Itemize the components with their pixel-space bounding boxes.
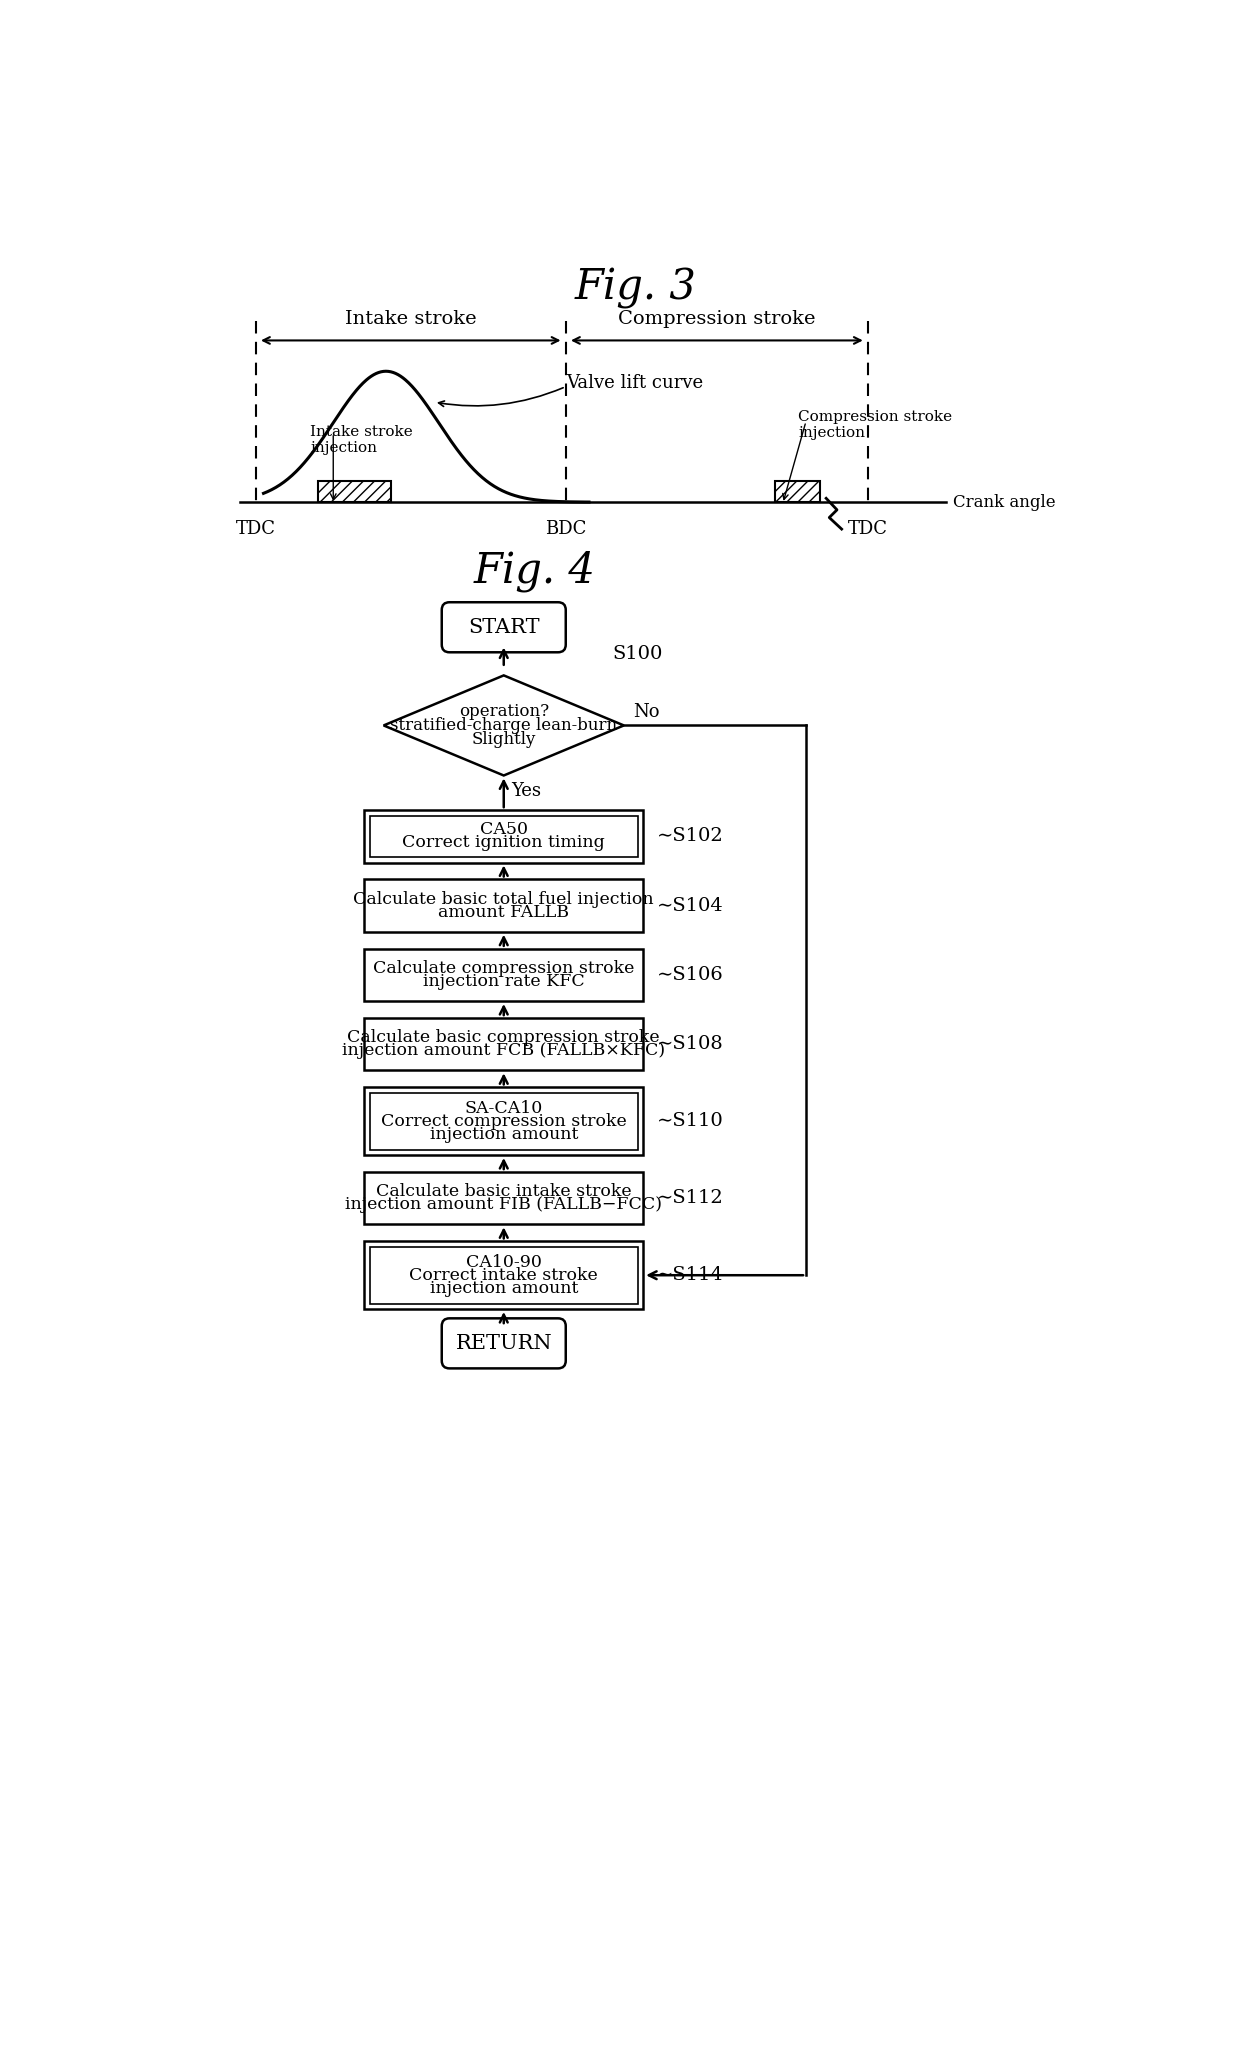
Text: No: No xyxy=(634,703,660,721)
FancyBboxPatch shape xyxy=(441,601,565,653)
Bar xyxy=(365,810,644,862)
Text: injection amount FCB (FALLB×KFC): injection amount FCB (FALLB×KFC) xyxy=(342,1042,666,1058)
Text: RETURN: RETURN xyxy=(455,1333,552,1354)
Text: injection amount: injection amount xyxy=(429,1127,578,1143)
Text: CA50: CA50 xyxy=(480,821,528,839)
Text: injection amount: injection amount xyxy=(429,1279,578,1296)
Bar xyxy=(365,949,644,1000)
Text: Compression stroke: Compression stroke xyxy=(618,310,816,329)
Bar xyxy=(365,1019,644,1071)
Bar xyxy=(365,1087,644,1155)
Text: Correct ignition timing: Correct ignition timing xyxy=(402,835,605,852)
Bar xyxy=(365,1172,644,1224)
Text: injection amount FIB (FALLB−FCC): injection amount FIB (FALLB−FCC) xyxy=(345,1197,662,1213)
Text: ∼S102: ∼S102 xyxy=(657,827,724,845)
Bar xyxy=(370,816,637,858)
Text: ∼S114: ∼S114 xyxy=(657,1267,724,1284)
Text: Calculate basic total fuel injection: Calculate basic total fuel injection xyxy=(353,891,653,907)
Text: Slightly: Slightly xyxy=(471,732,536,748)
Text: Valve lift curve: Valve lift curve xyxy=(565,374,703,393)
Text: Correct intake stroke: Correct intake stroke xyxy=(409,1267,598,1284)
Bar xyxy=(365,1242,644,1308)
Text: ∼S104: ∼S104 xyxy=(657,897,724,914)
Text: Calculate basic intake stroke: Calculate basic intake stroke xyxy=(376,1182,631,1201)
Text: Intake stroke
injection: Intake stroke injection xyxy=(310,426,413,455)
Bar xyxy=(365,878,644,932)
Text: CA10-90: CA10-90 xyxy=(466,1253,542,1271)
Bar xyxy=(317,482,392,502)
Text: TDC: TDC xyxy=(848,521,888,537)
Text: BDC: BDC xyxy=(546,521,587,537)
Text: ∼S112: ∼S112 xyxy=(657,1189,724,1207)
Text: Correct compression stroke: Correct compression stroke xyxy=(381,1112,626,1131)
Text: operation?: operation? xyxy=(459,703,549,719)
Text: ∼S108: ∼S108 xyxy=(657,1036,724,1054)
Text: Intake stroke: Intake stroke xyxy=(345,310,476,329)
FancyBboxPatch shape xyxy=(441,1319,565,1368)
Bar xyxy=(775,482,820,502)
Text: TDC: TDC xyxy=(236,521,275,537)
Text: START: START xyxy=(467,618,539,637)
Text: Fig. 3: Fig. 3 xyxy=(574,267,697,310)
Bar xyxy=(370,1246,637,1304)
Text: amount FALLB: amount FALLB xyxy=(438,903,569,920)
Text: Calculate compression stroke: Calculate compression stroke xyxy=(373,959,635,978)
Text: Fig. 4: Fig. 4 xyxy=(474,550,595,593)
Text: Crank angle: Crank angle xyxy=(954,494,1056,511)
Text: S100: S100 xyxy=(613,645,662,664)
Text: Yes: Yes xyxy=(511,781,542,800)
Text: Calculate basic compression stroke: Calculate basic compression stroke xyxy=(347,1029,660,1046)
Text: injection rate KFC: injection rate KFC xyxy=(423,974,584,990)
Text: Compression stroke
injection: Compression stroke injection xyxy=(799,409,952,440)
Text: stratified-charge lean-burn: stratified-charge lean-burn xyxy=(391,717,618,734)
Text: ∼S110: ∼S110 xyxy=(657,1112,724,1131)
Text: SA-CA10: SA-CA10 xyxy=(465,1100,543,1116)
Text: ∼S106: ∼S106 xyxy=(657,965,724,984)
Bar xyxy=(370,1093,637,1149)
